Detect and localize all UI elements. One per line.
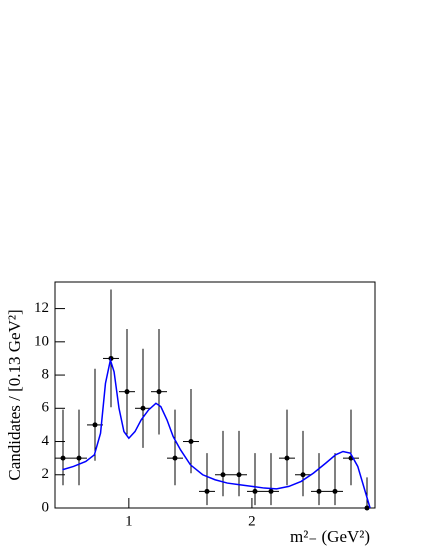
data-point [76,455,82,461]
data-point [284,455,290,461]
data-point [268,488,274,494]
plot-frame [54,281,376,509]
data-point [204,488,210,494]
y-axis-label: Candidates / [0.13 GeV²] [5,309,24,480]
y-tick-label: 12 [34,300,49,316]
data-point [332,488,338,494]
data-point [220,472,226,478]
y-tick-label: 0 [42,499,50,515]
data-point [172,455,178,461]
x-tick-label: 2 [248,513,256,529]
data-point [252,488,258,494]
data-point [188,439,194,445]
data-point [60,455,66,461]
y-tick-label: 8 [42,366,50,382]
fit-curve [62,357,371,509]
data-point [364,505,370,511]
y-tick-label: 10 [34,333,49,349]
data-point [124,389,130,395]
data-point [156,389,162,395]
data-point [300,472,306,478]
data-point [92,422,98,428]
y-tick-label: 4 [42,433,50,449]
data-point [316,488,322,494]
y-tick-label: 6 [42,400,50,416]
x-axis-label: m²₋ (GeV²) [290,527,370,546]
data-point [140,405,146,411]
y-tick-label: 2 [42,466,50,482]
x-tick-label: 1 [125,513,133,529]
data-point [236,472,242,478]
